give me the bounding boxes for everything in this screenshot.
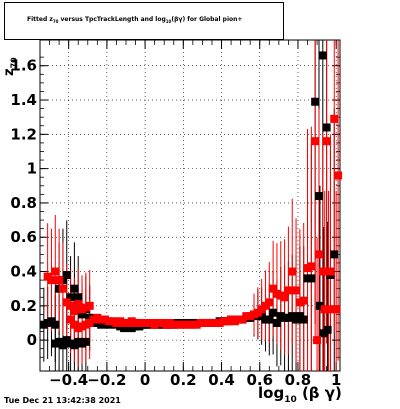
data-point (313, 336, 322, 345)
x-tick-label: 0.8 (285, 371, 312, 389)
y-tick-label: 1.2 (10, 125, 37, 143)
y-axis-label: z70 (2, 57, 19, 76)
data-point (62, 270, 71, 279)
x-tick-label: −0.2 (87, 371, 126, 389)
data-point (332, 305, 341, 314)
data-point (58, 341, 67, 350)
x-tick-label: 0.6 (246, 371, 273, 389)
y-tick-label: 0 (27, 331, 37, 349)
data-point (74, 293, 83, 302)
y-tick-label: 0.6 (10, 228, 37, 246)
x-tick-labels: −0.4 −0.2 0 0.2 0.4 0.6 0.8 1 (49, 371, 341, 389)
data-point (334, 171, 343, 180)
data-point (330, 114, 339, 123)
y-tick-label: 1.6 (10, 57, 37, 75)
data-point (78, 310, 87, 319)
data-point (322, 123, 331, 132)
y-tick-labels: 0 0.2 0.4 0.6 0.8 1 1.2 1.4 1.6 (10, 57, 37, 349)
chart-title: Fitted z70 versus TpcTrackLength and log… (27, 16, 243, 25)
y-tick-label: 0.4 (10, 263, 37, 281)
data-point (299, 296, 308, 305)
data-point (51, 320, 60, 329)
data-point (318, 51, 327, 60)
data-point (322, 137, 331, 146)
data-point (314, 250, 323, 259)
data-point (55, 276, 64, 285)
y-tick-label: 1 (27, 160, 37, 178)
data-point (324, 305, 333, 314)
data-point (292, 286, 301, 295)
data-point (265, 315, 274, 324)
title-box: Fitted z70 versus TpcTrackLength and log… (4, 2, 284, 40)
data-point (311, 137, 320, 146)
timestamp: Tue Dec 21 13:42:38 2021 (4, 396, 121, 405)
y-tick-label: 0.2 (10, 297, 37, 315)
data-point (58, 284, 67, 293)
data-point (265, 298, 274, 307)
data-points (39, 51, 343, 350)
data-point (330, 250, 339, 259)
x-axis-label: log10 (β γ) (258, 384, 342, 405)
data-point (85, 301, 94, 310)
data-point (85, 318, 94, 327)
data-point (284, 286, 293, 295)
data-point (272, 318, 281, 327)
data-point (326, 267, 335, 276)
data-point (269, 308, 278, 317)
x-tick-label: 0.2 (170, 371, 197, 389)
data-point (288, 267, 297, 276)
x-tick-label: 1 (331, 371, 341, 389)
data-point (307, 262, 316, 271)
x-tick-label: −0.4 (49, 371, 88, 389)
y-tick-label: 1.4 (10, 91, 37, 109)
data-point (323, 325, 332, 334)
data-point (70, 284, 79, 293)
data-point (66, 315, 75, 324)
data-point (51, 267, 60, 276)
x-tick-label: 0 (140, 371, 150, 389)
data-point (81, 337, 90, 346)
data-point (66, 301, 75, 310)
data-point (269, 284, 278, 293)
data-point (280, 293, 289, 302)
plot-frame (39, 39, 341, 372)
y-tick-label: 0.8 (10, 194, 37, 212)
data-point (74, 300, 83, 309)
x-tick-label: 0.4 (208, 371, 235, 389)
data-point (307, 274, 316, 283)
data-point (47, 276, 56, 285)
data-point (311, 97, 320, 106)
data-point (315, 301, 324, 310)
data-point (318, 267, 327, 276)
data-point (299, 315, 308, 324)
data-point (314, 192, 323, 201)
data-point (70, 306, 79, 315)
data-point (66, 293, 75, 302)
